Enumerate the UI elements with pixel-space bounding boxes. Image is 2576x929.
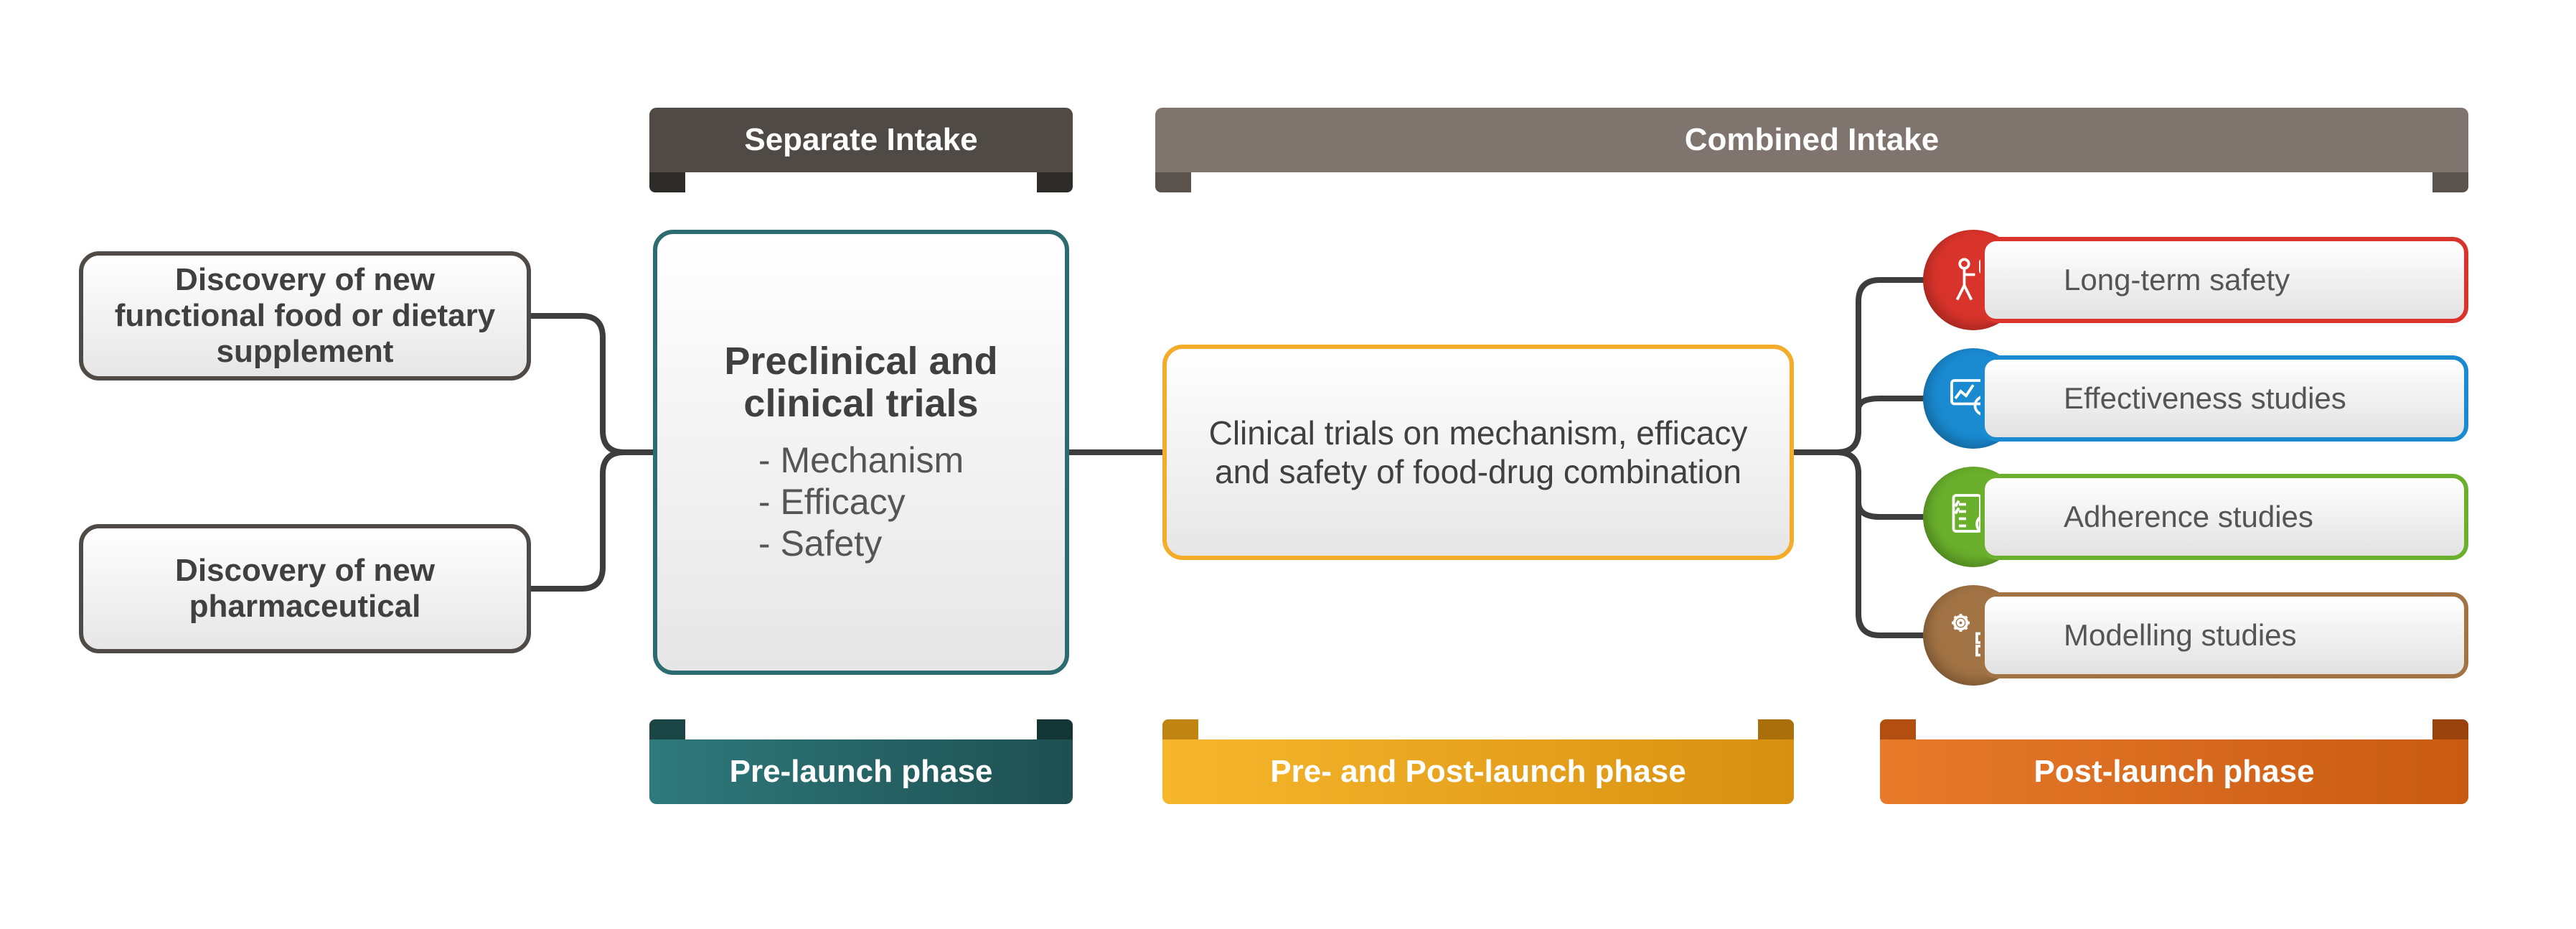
separate-intake-label: Separate Intake — [744, 122, 977, 158]
adherence-pill: Adherence studies — [1980, 474, 2468, 560]
discovery-food-box: Discovery of new functional food or diet… — [79, 251, 531, 381]
bullet-efficacy: Efficacy — [758, 481, 964, 523]
postlaunch-footer: Post-launch phase — [1880, 739, 2468, 804]
prepost-footer: Pre- and Post-launch phase — [1162, 739, 1794, 804]
discovery-pharma-box: Discovery of new pharmaceutical — [79, 524, 531, 653]
combined-intake-label: Combined Intake — [1685, 122, 1940, 158]
modelling-label: Modelling studies — [2064, 618, 2297, 653]
preclinical-bullets: Mechanism Efficacy Safety — [758, 439, 964, 564]
clinical-combo-text: Clinical trials on mechanism, efficacy a… — [1188, 414, 1768, 491]
bullet-mechanism: Mechanism — [758, 439, 964, 481]
effectiveness-pill: Effectiveness studies — [1980, 355, 2468, 442]
long-term-safety-label: Long-term safety — [2064, 263, 2290, 297]
postlaunch-label: Post-launch phase — [2034, 754, 2314, 790]
long-term-safety-pill: Long-term safety — [1980, 237, 2468, 323]
modelling-pill: Modelling studies — [1980, 592, 2468, 678]
prelaunch-footer: Pre-launch phase — [649, 739, 1073, 804]
discovery-food-text: Discovery of new functional food or diet… — [105, 262, 505, 370]
prelaunch-label: Pre-launch phase — [730, 754, 993, 790]
adherence-label: Adherence studies — [2064, 500, 2313, 534]
discovery-pharma-text: Discovery of new pharmaceutical — [105, 553, 505, 625]
combined-intake-header: Combined Intake — [1155, 108, 2468, 172]
effectiveness-label: Effectiveness studies — [2064, 381, 2346, 416]
prepost-label: Pre- and Post-launch phase — [1270, 754, 1686, 790]
bullet-safety: Safety — [758, 523, 964, 564]
preclinical-title: Preclinical and clinical trials — [679, 340, 1043, 426]
separate-intake-header: Separate Intake — [649, 108, 1073, 172]
preclinical-box: Preclinical and clinical trials Mechanis… — [653, 230, 1069, 675]
clinical-combo-box: Clinical trials on mechanism, efficacy a… — [1162, 345, 1794, 560]
